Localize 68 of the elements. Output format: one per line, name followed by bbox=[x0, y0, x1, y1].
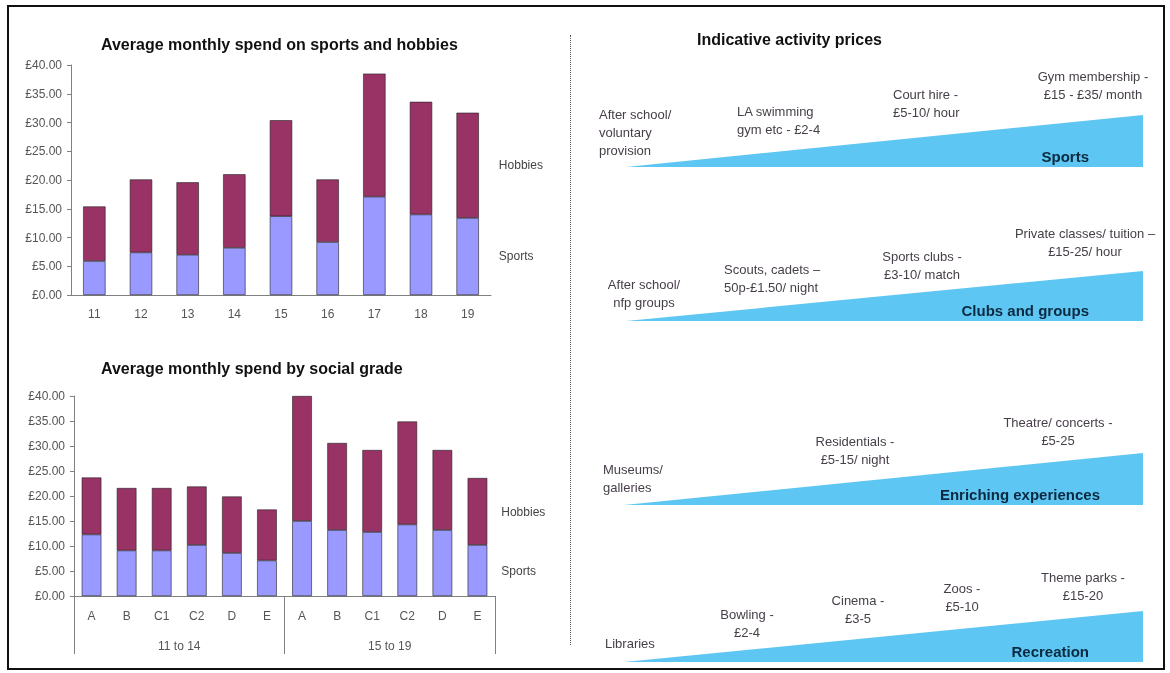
category-label: Sports bbox=[1041, 148, 1089, 166]
text: After school/ nfp groups bbox=[607, 277, 681, 310]
text: Theatre/ concerts - £5-25 bbox=[1003, 415, 1113, 448]
chart-title: Average monthly spend on sports and hobbies bbox=[101, 35, 458, 53]
text: Court hire - £5-10/ hour bbox=[893, 87, 960, 120]
x-tick-label: D bbox=[227, 609, 237, 623]
y-tick-label: £10.00 bbox=[25, 230, 63, 245]
x-tick-label: 17 bbox=[367, 307, 382, 321]
text: 11 to 14 bbox=[158, 639, 201, 653]
text: LA swimming gym etc - £2-4 bbox=[737, 104, 821, 137]
y-tick-label: £15.00 bbox=[28, 514, 66, 528]
x-tick-label: A bbox=[298, 609, 307, 623]
x-tick-label: 15 bbox=[274, 307, 288, 321]
x-tick-label: B bbox=[122, 609, 131, 623]
x-tick-label: D bbox=[438, 609, 448, 623]
y-tick-label: £0.00 bbox=[34, 589, 66, 603]
x-tick-label: 18 bbox=[414, 307, 428, 321]
y-tick-label: £10.00 bbox=[28, 539, 66, 553]
y-tick-label: £25.00 bbox=[28, 464, 66, 478]
text: Cinema - £3-5 bbox=[831, 593, 885, 626]
series-label: Hobbies bbox=[501, 504, 546, 519]
x-tick-label: 19 bbox=[460, 307, 475, 321]
y-tick-label: £5.00 bbox=[34, 564, 66, 578]
x-tick-label: B bbox=[333, 609, 342, 623]
x-tick-label: E bbox=[262, 609, 271, 623]
text: 15 to 19 bbox=[368, 639, 412, 653]
x-tick-label: C1 bbox=[154, 609, 170, 623]
y-tick-label: £0.00 bbox=[31, 288, 63, 302]
series-label: Sports bbox=[498, 249, 534, 264]
x-tick-label: 13 bbox=[180, 307, 195, 321]
category-label: Recreation bbox=[1011, 643, 1089, 661]
text: After school/ voluntary provision bbox=[599, 107, 672, 158]
text: Zoos - £5-10 bbox=[943, 581, 981, 614]
text: Sports clubs - £3-10/ match bbox=[882, 249, 962, 282]
x-tick-label: 11 bbox=[88, 307, 101, 321]
x-tick-label: E bbox=[473, 609, 482, 623]
x-tick-label: C1 bbox=[364, 609, 381, 623]
x-tick-label: A bbox=[87, 609, 96, 623]
y-tick-label: £40.00 bbox=[25, 58, 63, 72]
y-tick-label: £25.00 bbox=[25, 144, 63, 159]
x-tick-label: C2 bbox=[399, 609, 416, 623]
series-label: Hobbies bbox=[498, 158, 543, 173]
text: Scouts, cadets – 50p-£1.50/ night bbox=[724, 262, 821, 295]
x-tick-label: C2 bbox=[189, 609, 205, 623]
y-tick-label: £40.00 bbox=[28, 389, 66, 403]
text: Private classes/ tuition – £15-25/ hour bbox=[1014, 226, 1156, 259]
text: Museums/ galleries bbox=[603, 462, 663, 495]
x-tick-label: 14 bbox=[227, 307, 242, 321]
y-tick-label: £35.00 bbox=[25, 86, 63, 101]
text: Bowling - £2-4 bbox=[720, 607, 774, 640]
category-label: Clubs and groups bbox=[961, 302, 1089, 320]
x-tick-label: 12 bbox=[134, 307, 148, 321]
category-label: Enriching experiences bbox=[939, 486, 1100, 504]
text: Indicative activity prices bbox=[697, 31, 882, 49]
text: Theme parks - £15-20 bbox=[1041, 570, 1125, 603]
y-tick-label: £30.00 bbox=[25, 115, 63, 130]
text: Residentials - £5-15/ night bbox=[815, 434, 895, 467]
y-tick-label: £20.00 bbox=[28, 489, 66, 503]
x-tick-label: 16 bbox=[320, 307, 335, 321]
chart-title: Average monthly spend by social grade bbox=[101, 359, 403, 377]
y-tick-label: £15.00 bbox=[25, 201, 63, 216]
series-label: Sports bbox=[501, 563, 536, 578]
y-tick-label: £20.00 bbox=[25, 173, 63, 187]
y-tick-label: £30.00 bbox=[28, 439, 66, 453]
text: Gym membership - £15 - £35/ month bbox=[1037, 69, 1149, 102]
y-tick-label: £5.00 bbox=[31, 259, 63, 274]
y-tick-label: £35.00 bbox=[28, 414, 66, 428]
text: Libraries bbox=[605, 636, 655, 651]
